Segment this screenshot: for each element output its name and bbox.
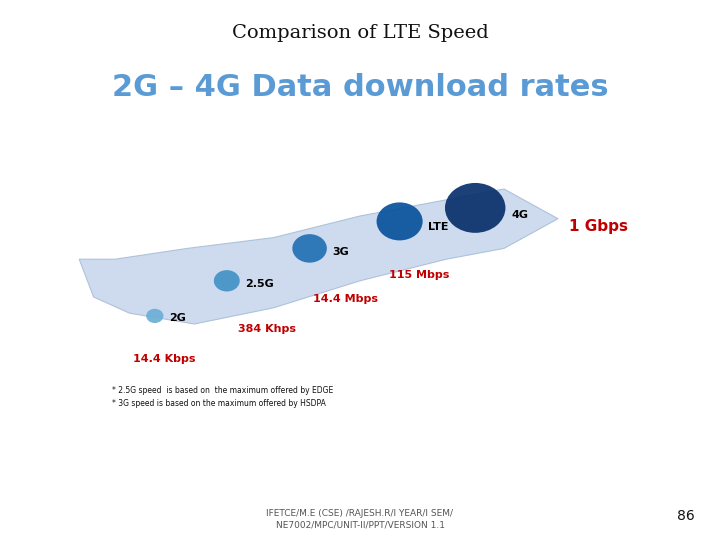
Text: * 2.5G speed  is based on  the maximum offered by EDGE: * 2.5G speed is based on the maximum off… <box>112 386 333 395</box>
Text: 1 Gbps: 1 Gbps <box>569 219 628 234</box>
Text: 2G – 4G Data download rates: 2G – 4G Data download rates <box>112 73 608 102</box>
Text: Comparison of LTE Speed: Comparison of LTE Speed <box>232 24 488 42</box>
Text: 86: 86 <box>677 509 695 523</box>
Text: * 3G speed is based on the maximum offered by HSDPA: * 3G speed is based on the maximum offer… <box>112 399 325 408</box>
Text: 14.4 Kbps: 14.4 Kbps <box>133 354 196 364</box>
Text: 3G: 3G <box>333 247 349 257</box>
Ellipse shape <box>377 202 423 240</box>
Ellipse shape <box>445 183 505 233</box>
Text: 4G: 4G <box>511 210 528 220</box>
Text: 2.5G: 2.5G <box>246 279 274 289</box>
Ellipse shape <box>146 309 163 323</box>
Text: 2G: 2G <box>169 313 186 323</box>
Text: 115 Mbps: 115 Mbps <box>389 270 449 280</box>
Text: 384 Khps: 384 Khps <box>238 324 296 334</box>
Polygon shape <box>79 189 558 324</box>
Text: IFETCE/M.E (CSE) /RAJESH.R/I YEAR/I SEM/
NE7002/MPC/UNIT-II/PPT/VERSION 1.1: IFETCE/M.E (CSE) /RAJESH.R/I YEAR/I SEM/… <box>266 509 454 530</box>
Ellipse shape <box>214 270 240 292</box>
Text: LTE: LTE <box>428 221 449 232</box>
Text: 14.4 Mbps: 14.4 Mbps <box>313 294 378 305</box>
Ellipse shape <box>292 234 327 262</box>
